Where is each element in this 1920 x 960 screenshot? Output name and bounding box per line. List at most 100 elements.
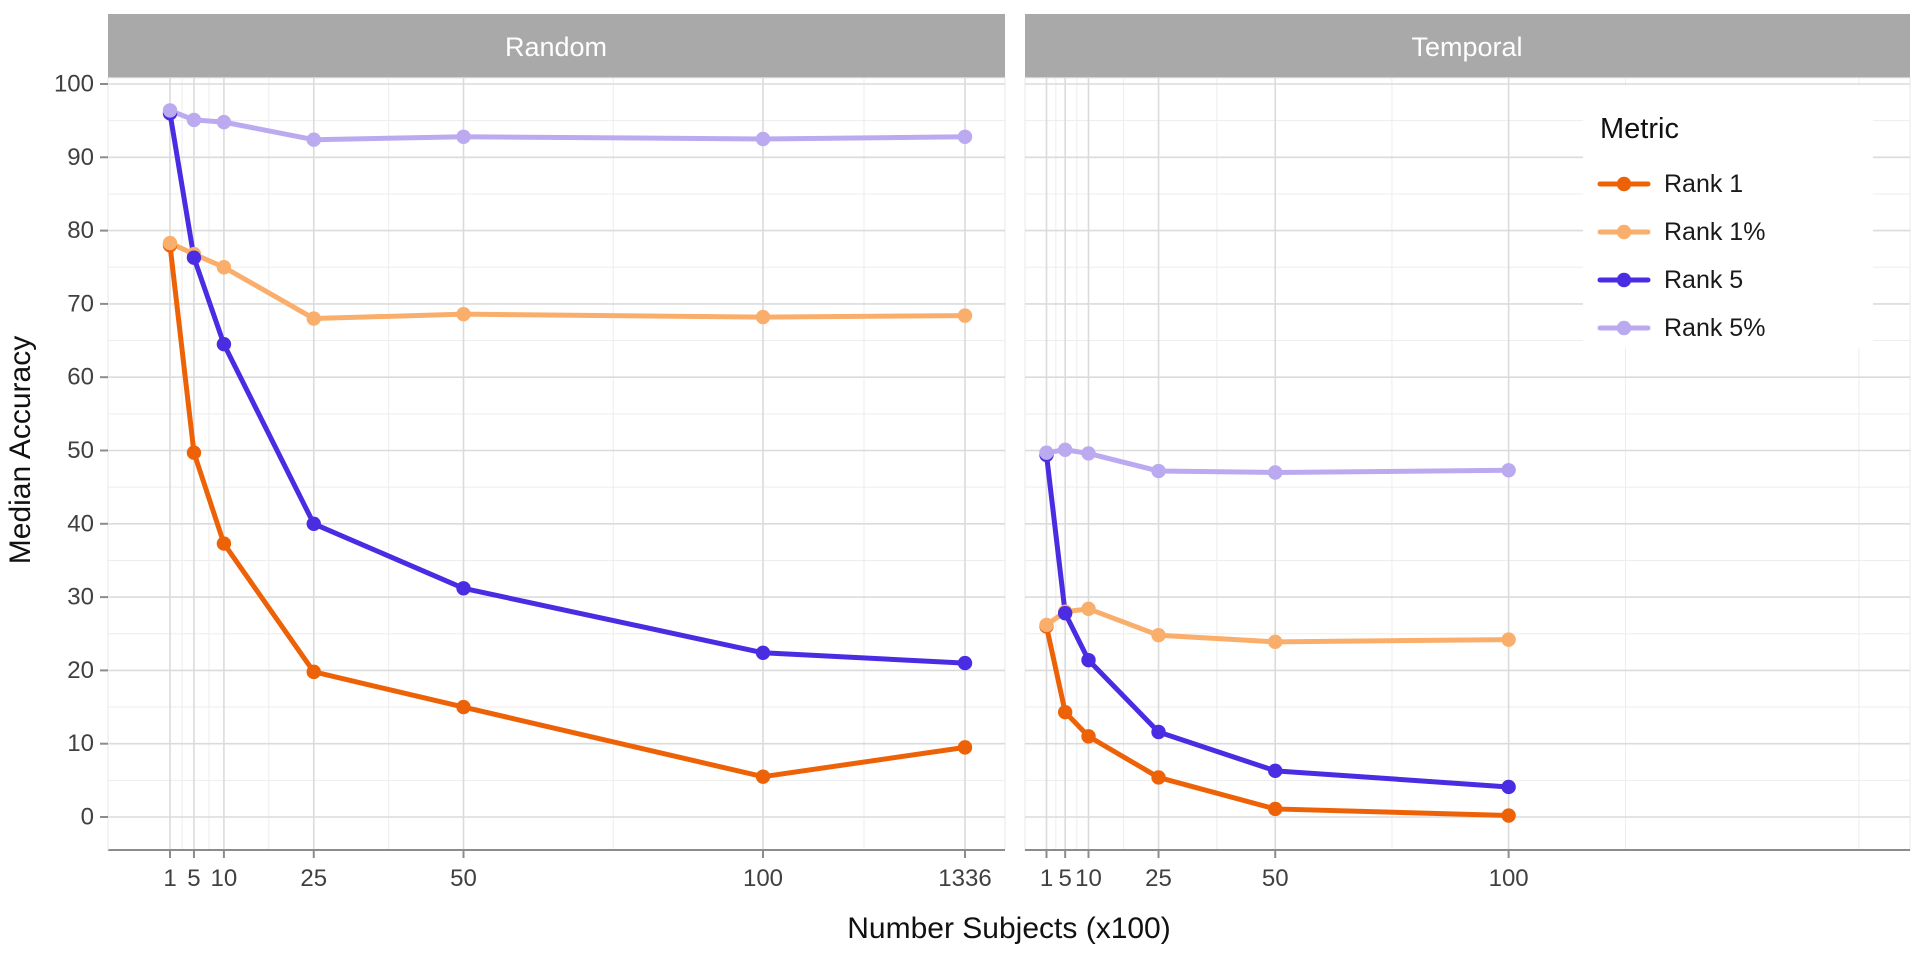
- data-point: [306, 664, 321, 680]
- x-tick-label: 10: [1075, 865, 1102, 892]
- x-tick-label: 25: [300, 865, 327, 892]
- data-point: [1501, 779, 1516, 795]
- y-tick-label: 10: [67, 730, 94, 757]
- legend-entry-rank-5-: Rank 5%: [1597, 314, 1765, 342]
- x-tick-marks: [1045, 850, 1510, 858]
- data-point: [1081, 652, 1096, 668]
- data-point: [456, 581, 471, 596]
- data-point: [216, 337, 232, 352]
- legend-entry-label: Rank 5: [1664, 266, 1743, 294]
- panels: 1 5 10 25 50 100 1336 1 5 10 25 50 100: [107, 77, 1911, 892]
- data-point: [306, 516, 321, 531]
- data-point: [1151, 628, 1166, 643]
- x-axis-title: Number Subjects (x100): [847, 912, 1170, 945]
- data-point: [456, 699, 471, 715]
- y-tick-label: 50: [67, 437, 94, 464]
- y-tick-label: 40: [67, 510, 94, 537]
- legend: Metric Rank 1 Rank 1% Rank 5 Rank 5%: [1583, 86, 1873, 348]
- data-point: [1501, 808, 1516, 823]
- y-axis: 0 10 20 30 40 50 60 70 80 90 100: [54, 71, 109, 850]
- data-point: [1081, 446, 1096, 461]
- legend-entry-rank-1: Rank 1: [1597, 170, 1743, 198]
- series-points-rank-5: [162, 106, 973, 671]
- legend-title: Metric: [1600, 113, 1679, 145]
- data-point: [456, 129, 471, 144]
- series-line-rank-1: [167, 242, 968, 780]
- series-points-rank-5-: [162, 103, 973, 147]
- series-line-rank-5-: [167, 107, 968, 143]
- legend-entry-label: Rank 1: [1664, 170, 1743, 198]
- y-tick-label: 0: [81, 804, 94, 831]
- data-point: [1039, 617, 1054, 633]
- legend-entry-label: Rank 5%: [1664, 314, 1765, 342]
- legend-entry-rank-5: Rank 5: [1597, 266, 1743, 294]
- major-gridlines: [108, 78, 1005, 850]
- y-tick-label: 80: [67, 217, 94, 244]
- x-tick-label: 50: [1262, 865, 1289, 892]
- series-points-rank-1-: [162, 235, 973, 326]
- data-point: [755, 769, 771, 784]
- data-point: [186, 445, 202, 460]
- data-point: [1057, 704, 1073, 720]
- series-points-rank-5: [1039, 447, 1516, 795]
- data-point: [1268, 801, 1283, 817]
- y-tick-label: 60: [67, 364, 94, 391]
- legend-key-point: [1616, 176, 1632, 192]
- x-tick-label: 1336: [938, 865, 991, 892]
- data-point: [957, 129, 973, 144]
- data-point: [1151, 463, 1166, 479]
- y-tick-label: 30: [67, 584, 94, 611]
- data-point: [1151, 724, 1166, 740]
- data-point: [755, 309, 771, 325]
- data-point: [1268, 763, 1283, 779]
- data-point: [1081, 601, 1096, 617]
- series-line-rank-1-: [167, 240, 968, 322]
- data-point: [162, 103, 178, 118]
- strip-label-random: Random: [505, 32, 607, 62]
- x-tick-label: 10: [211, 865, 238, 892]
- data-point: [755, 131, 771, 147]
- data-point: [186, 112, 202, 128]
- data-point: [1039, 445, 1054, 460]
- x-tick-label: 50: [450, 865, 477, 892]
- data-point: [1057, 442, 1073, 457]
- x-tick-labels: 1 5 10 25 50 100 1336: [163, 865, 991, 892]
- series-points-rank-5-: [1039, 442, 1516, 480]
- data-point: [957, 655, 973, 671]
- data-point: [1268, 465, 1283, 480]
- y-axis-title: Median Accuracy: [4, 336, 37, 564]
- y-tick-label: 20: [67, 657, 94, 684]
- series-line-rank-1: [1044, 623, 1512, 819]
- minor-gridlines: [108, 78, 1005, 850]
- legend-entry-label: Rank 1%: [1664, 218, 1765, 246]
- data-point: [456, 306, 471, 322]
- strip-label-temporal: Temporal: [1411, 32, 1522, 62]
- series-line-rank-5: [1044, 452, 1512, 790]
- y-tick-label: 90: [67, 144, 94, 171]
- data-point: [306, 311, 321, 326]
- x-tick-label: 1: [1040, 865, 1053, 892]
- legend-key-point: [1616, 272, 1632, 288]
- x-tick-marks: [169, 850, 966, 858]
- x-tick-label: 100: [1489, 865, 1529, 892]
- data-point: [306, 132, 321, 147]
- data-point: [216, 536, 232, 551]
- x-tick-label: 5: [187, 865, 200, 892]
- legend-key-point: [1616, 224, 1632, 240]
- x-tick-label: 1: [163, 865, 176, 892]
- data-point: [957, 740, 973, 755]
- x-tick-label: 100: [743, 865, 783, 892]
- data-point: [186, 250, 202, 265]
- series-points-rank-1: [1039, 619, 1516, 823]
- data-point: [957, 308, 973, 323]
- y-tick-label: 70: [67, 290, 94, 317]
- y-tick-label: 100: [54, 71, 94, 98]
- legend-entry-rank-1-: Rank 1%: [1597, 218, 1765, 246]
- data-point: [755, 645, 771, 661]
- panel-random: 1 5 10 25 50 100 1336: [107, 77, 1006, 892]
- data-point: [1081, 729, 1096, 744]
- x-tick-label: 5: [1058, 865, 1071, 892]
- series-points-rank-1: [162, 238, 973, 784]
